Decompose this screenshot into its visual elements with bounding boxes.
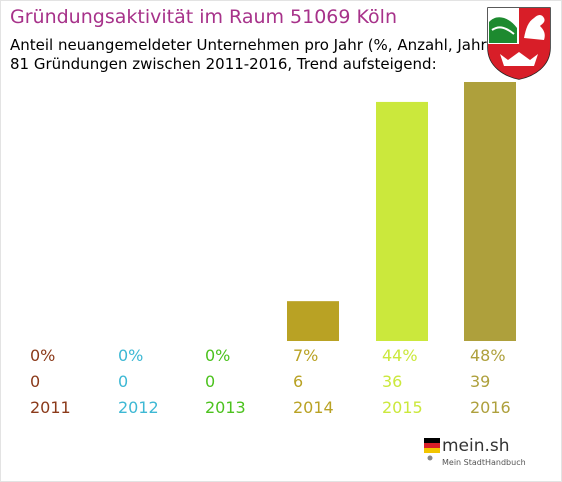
logo-text: mein.sh (442, 436, 510, 456)
percent-label-2014: 7% (293, 346, 319, 365)
percent-label-2011: 0% (30, 346, 56, 365)
bar-2016 (464, 82, 516, 341)
percent-label-2012: 0% (118, 346, 144, 365)
year-label-2016: 2016 (470, 398, 511, 417)
count-label-2012: 0 (118, 372, 129, 391)
count-label-2013: 0 (205, 372, 216, 391)
count-label-2015: 36 (382, 372, 403, 391)
year-label-2015: 2015 (382, 398, 423, 417)
nrw-coat-of-arms-icon (487, 7, 551, 80)
year-label-2011: 2011 (30, 398, 71, 417)
logo-subtext: Mein StadtHandbuch (442, 458, 526, 467)
year-label-2014: 2014 (293, 398, 334, 417)
chart-subtitle: Anteil neuangemeldeter Unternehmen pro J… (10, 36, 493, 74)
bar-2014 (287, 301, 339, 341)
year-label-2012: 2012 (118, 398, 159, 417)
percent-label-2013: 0% (205, 346, 231, 365)
percent-label-2015: 44% (382, 346, 418, 365)
count-label-2016: 39 (470, 372, 491, 391)
germany-flag-pin-icon (418, 430, 528, 472)
count-label-2014: 6 (293, 372, 304, 391)
percent-label-2016: 48% (470, 346, 506, 365)
count-label-2011: 0 (30, 372, 41, 391)
subtitle-line-2: 81 Gründungen zwischen 2011-2016, Trend … (10, 55, 437, 73)
chart-title: Gründungsaktivität im Raum 51069 Köln (10, 6, 397, 28)
bar-2015 (376, 101, 428, 341)
year-label-2013: 2013 (205, 398, 246, 417)
subtitle-line-1: Anteil neuangemeldeter Unternehmen pro J… (10, 36, 493, 54)
